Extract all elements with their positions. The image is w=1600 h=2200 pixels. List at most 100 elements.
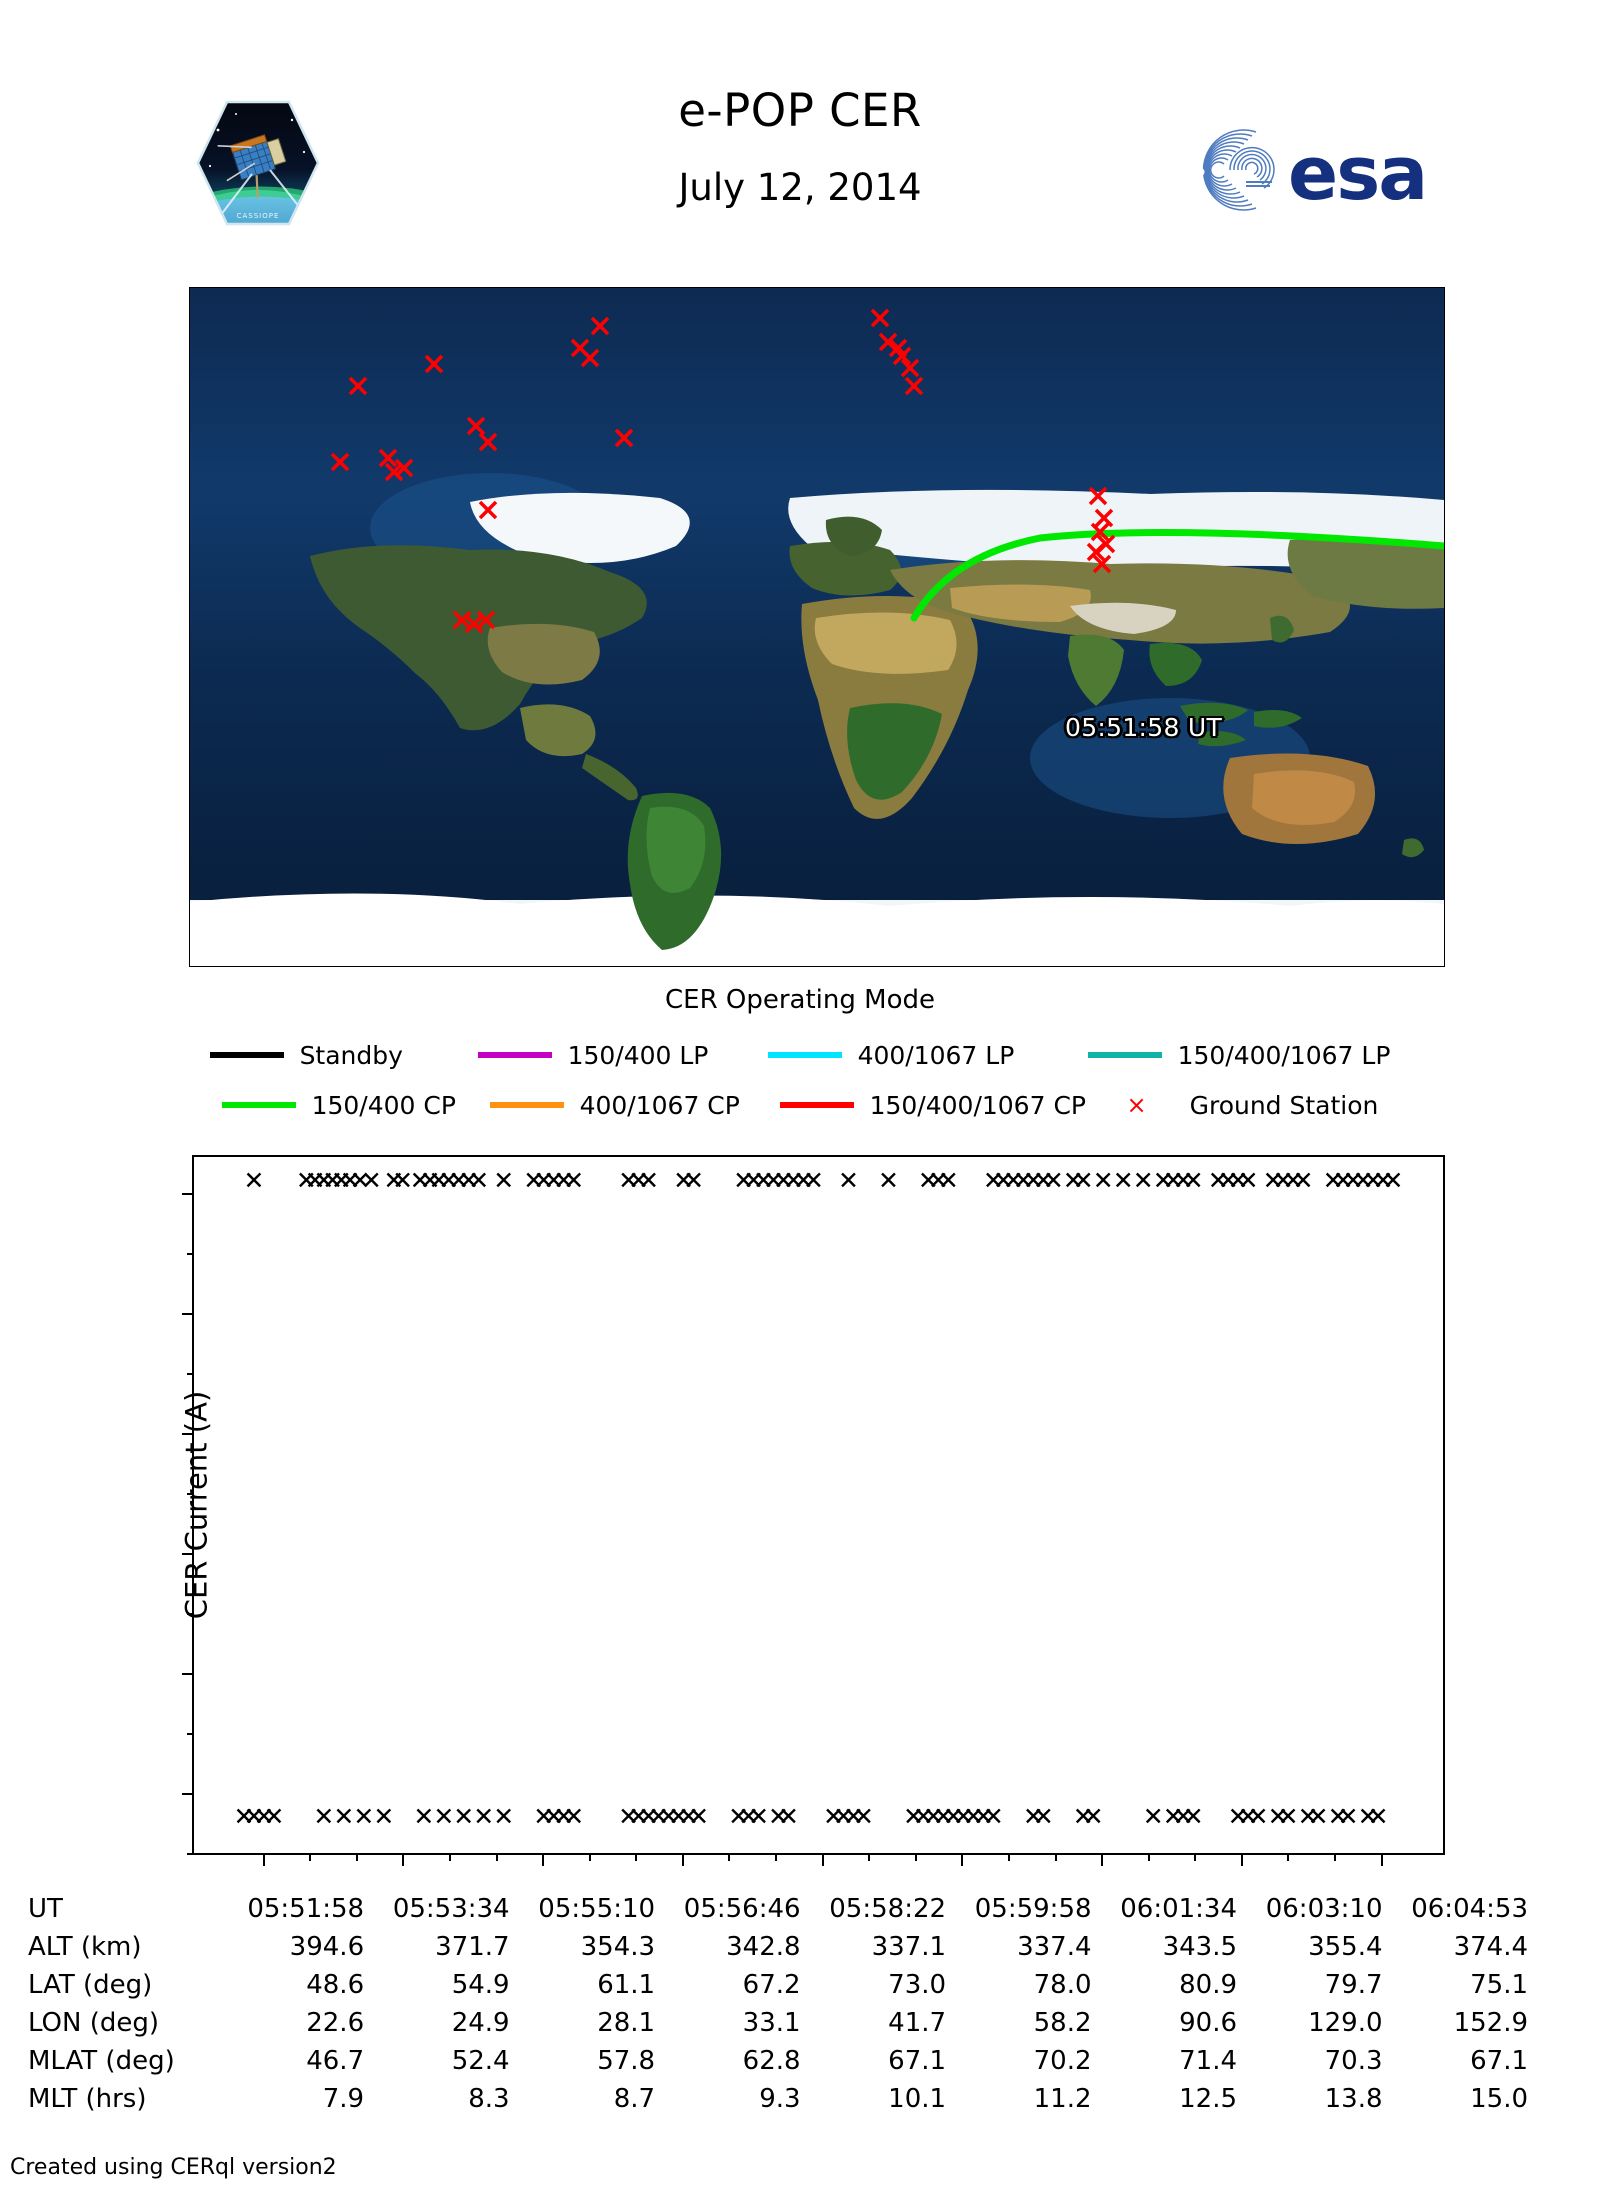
table-cell: 15.0 [1470,2084,1528,2114]
table-row-label: ALT (km) [28,1932,142,1962]
y-minor-tick [187,1853,194,1855]
legend-label-400-1067-cp: 400/1067 CP [579,1090,740,1120]
x-minor-tick [1007,1853,1010,1861]
esa-logo-icon: esa [1160,120,1460,220]
plot-inner: 0.3450.3500.3550.3600.3650.370✕✕✕✕✕✕✕✕✕✕… [182,1157,1443,1866]
x-tick-mark [262,1853,265,1866]
table-row: LON (deg) 22.6 24.9 28.1 33.1 41.7 58.2 90.6 129… [28,2004,1528,2042]
table-cell: 152.9 [1453,2008,1528,2038]
table-cell: 71.4 [1179,2046,1238,2076]
map-start-time-label: 05:51:58 UT [1065,713,1223,742]
table-cell: 52.4 [451,2046,510,2076]
table-cell: 11.2 [1033,2084,1092,2114]
x-minor-tick [588,1853,591,1861]
table-cell: 58.2 [1033,2008,1092,2038]
table-cell: 374.4 [1453,1932,1528,1962]
x-minor-tick [1054,1853,1057,1861]
table-cell: 8.7 [613,2084,656,2114]
page-header: CASSIOPE e-POP CER July 12, 2014 [0,0,1600,290]
x-tick-mark [681,1853,684,1866]
legend-item-150-400-cp: 150/400 CP [221,1090,490,1120]
table-row-label: UT [28,1894,63,1924]
table-cell: 46.7 [306,2046,365,2076]
table-cell: 05:55:10 [538,1894,656,1924]
x-tick-mark [821,1853,824,1866]
x-minor-tick [728,1853,731,1861]
legend-label-150-400-cp: 150/400 CP [311,1090,456,1120]
x-tick-mark [961,1853,964,1866]
y-minor-tick [187,1373,194,1375]
ground-track-map: 05:51:58 UT 06:04:53 UT [189,287,1445,967]
legend-label-150-400-1067-lp: 150/400/1067 LP [1177,1040,1391,1070]
y-tick-mark [182,1193,194,1195]
table-cell: 28.1 [597,2008,656,2038]
legend-label-150-400-lp: 150/400 LP [567,1040,709,1070]
table-row: MLT (hrs) 7.9 8.3 8.7 9.3 10.1 11.2 12.5 13.8 15.… [28,2080,1528,2118]
table-cell: 90.6 [1179,2008,1238,2038]
table-cell: 22.6 [306,2008,365,2038]
x-tick-mark [542,1853,545,1866]
table-row-label: LAT (deg) [28,1970,153,2000]
y-minor-tick [187,1613,194,1615]
table-cell: 337.4 [1017,1932,1092,1962]
y-tick-mark [182,1433,194,1435]
table-cell: 80.9 [1179,1970,1238,2000]
table-cell: 24.9 [451,2008,510,2038]
legend-item-standby: Standby [209,1040,478,1070]
table-cell: 12.5 [1179,2084,1238,2114]
legend-swatch-400-1067-lp [767,1052,842,1058]
cer-current-plot: CER Current (A) 0.3450.3500.3550.3600.36… [179,1155,1445,1866]
title-block: e-POP CER July 12, 2014 [400,88,1200,206]
table-cell: 79.7 [1324,1970,1383,2000]
table-cell: 61.1 [597,1970,656,2000]
y-tick-mark [182,1313,194,1315]
y-tick-mark [182,1673,194,1675]
table-row-label: MLAT (deg) [28,2046,175,2076]
x-minor-tick [448,1853,451,1861]
table-cell: 54.9 [451,1970,510,2000]
ground-station-marker-icon: × [1126,1091,1147,1119]
table-cell: 343.5 [1162,1932,1238,1962]
table-row: LAT (deg) 48.6 54.9 61.1 67.2 73.0 78.0 80.9 79.… [28,1966,1528,2004]
legend-item-400-1067-cp: 400/1067 CP [489,1090,780,1120]
footer-credit: Created using CERql version2 [10,2155,337,2180]
x-minor-tick [868,1853,871,1861]
legend-swatch-150-400-1067-cp [779,1102,854,1108]
operating-mode-legend: Standby 150/400 LP 400/1067 LP 150/400/1… [0,1030,1600,1130]
table-cell: 70.2 [1033,2046,1092,2076]
table-cell: 05:56:46 [683,1894,801,1924]
x-tick-mark [402,1853,405,1866]
table-cell: 05:58:22 [829,1894,947,1924]
table-cell: 10.1 [888,2084,947,2114]
legend-label-standby: Standby [299,1040,403,1070]
legend-row-1: Standby 150/400 LP 400/1067 LP 150/400/1… [0,1030,1600,1080]
table-cell: 06:03:10 [1265,1894,1383,1924]
world-map [190,288,1444,966]
x-minor-tick [1334,1853,1337,1861]
table-cell: 62.8 [742,2046,801,2076]
page-date: July 12, 2014 [678,166,922,209]
y-tick-mark [182,1553,194,1555]
x-minor-tick [775,1853,778,1861]
ephemeris-table-wrapper: UT 05:51:58 05:53:34 05:55:10 05:56:46 05:58:… [28,1890,1578,2118]
legend-item-400-1067-lp: 400/1067 LP [767,1041,1088,1070]
legend-item-150-400-1067-cp: 150/400/1067 CP [779,1091,1100,1120]
x-minor-tick [309,1853,312,1861]
x-tick-mark [1380,1853,1383,1866]
x-minor-tick [495,1853,498,1861]
x-minor-tick [914,1853,917,1861]
ground-station-markers [330,308,1116,634]
table-row: ALT (km) 394.6 371.7 354.3 342.8 337.1 337.4 34… [28,1928,1528,1966]
y-minor-tick [187,1253,194,1255]
satellite-ground-track [910,529,1444,622]
x-minor-tick [1194,1853,1197,1861]
y-tick-mark [182,1793,194,1795]
y-minor-tick [187,1733,194,1735]
table-cell: 13.8 [1324,2084,1383,2114]
cassiope-mission-logo-icon: CASSIOPE [196,100,320,226]
table-cell: 73.0 [888,1970,947,2000]
table-cell: 05:51:58 [247,1894,365,1924]
table-cell: 9.3 [759,2084,801,2114]
table-cell: 57.8 [597,2046,656,2076]
